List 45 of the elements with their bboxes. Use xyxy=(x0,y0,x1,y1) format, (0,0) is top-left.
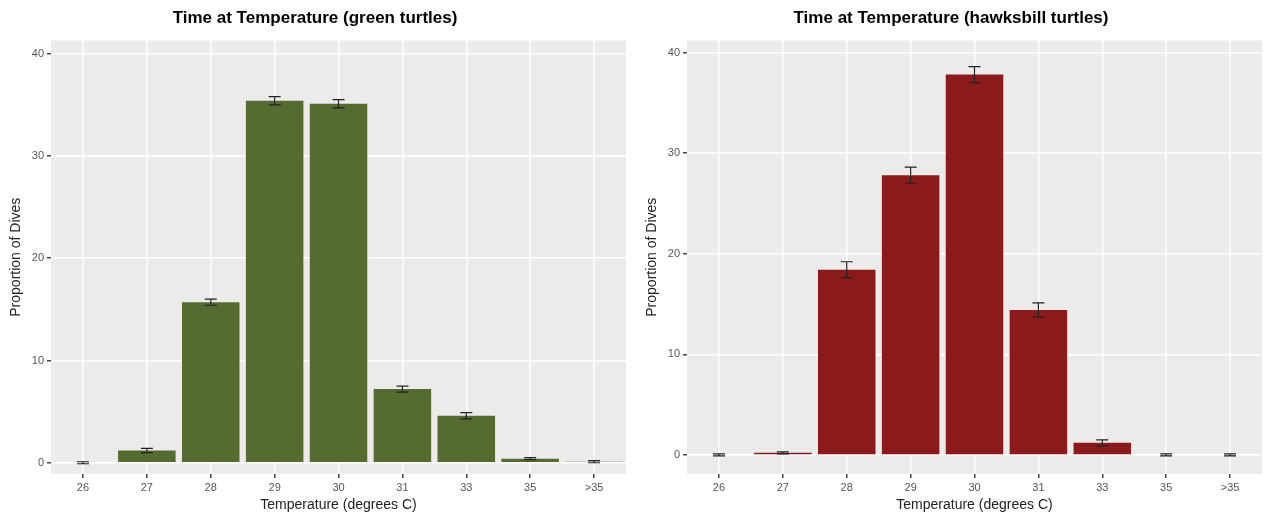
x-tick-label: 35 xyxy=(1160,480,1173,493)
y-tick-label: 30 xyxy=(31,148,45,161)
x-tick-label: 28 xyxy=(840,480,853,493)
x-tick-label: >35 xyxy=(584,480,604,493)
y-axis-title: Proportion of Dives xyxy=(7,197,24,317)
bar xyxy=(1009,310,1068,455)
bar xyxy=(1073,442,1132,455)
bar xyxy=(945,74,1004,455)
bar xyxy=(309,103,368,462)
x-tick-label: 30 xyxy=(332,480,345,493)
y-tick-label: 10 xyxy=(31,353,45,366)
x-tick-label: 35 xyxy=(524,480,537,493)
y-tick-label: 30 xyxy=(667,146,681,159)
x-tick-label: 30 xyxy=(968,480,981,493)
x-tick-label: 29 xyxy=(904,480,917,493)
x-axis-title: Temperature (degrees C) xyxy=(896,496,1053,513)
bar xyxy=(182,302,240,462)
bar xyxy=(245,100,304,462)
bar xyxy=(818,269,876,455)
bar xyxy=(373,389,432,462)
y-axis-title: Proportion of Dives xyxy=(643,197,660,317)
x-tick-label: 27 xyxy=(776,480,789,493)
y-tick-label: 20 xyxy=(31,251,45,264)
x-tick-label: 27 xyxy=(140,480,153,493)
x-tick-label: >35 xyxy=(1220,480,1240,493)
x-tick-label: 31 xyxy=(396,480,409,493)
y-tick-label: 0 xyxy=(37,455,45,468)
x-axis-title: Temperature (degrees C) xyxy=(260,496,417,513)
bar xyxy=(437,415,496,462)
x-tick-label: 29 xyxy=(268,480,281,493)
y-tick-label: 20 xyxy=(667,246,681,259)
bar xyxy=(118,450,176,462)
x-tick-label: 33 xyxy=(1096,480,1109,493)
bar xyxy=(881,175,940,455)
y-tick-label: 40 xyxy=(31,46,45,59)
x-tick-label: 28 xyxy=(204,480,217,493)
x-tick-label: 31 xyxy=(1032,480,1045,493)
x-tick-label: 26 xyxy=(712,480,726,493)
chart-title: Time at Temperature (hawksbill turtles) xyxy=(793,7,1109,27)
x-tick-label: 26 xyxy=(76,480,90,493)
y-tick-label: 40 xyxy=(667,45,681,58)
y-tick-label: 0 xyxy=(673,447,681,460)
chart-title: Time at Temperature (green turtles) xyxy=(172,7,458,27)
x-tick-label: 33 xyxy=(460,480,473,493)
y-tick-label: 10 xyxy=(667,347,681,360)
